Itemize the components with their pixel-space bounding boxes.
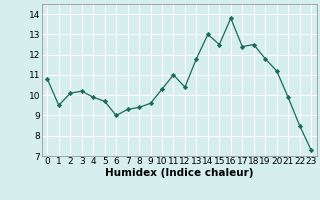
X-axis label: Humidex (Indice chaleur): Humidex (Indice chaleur) xyxy=(105,168,253,178)
